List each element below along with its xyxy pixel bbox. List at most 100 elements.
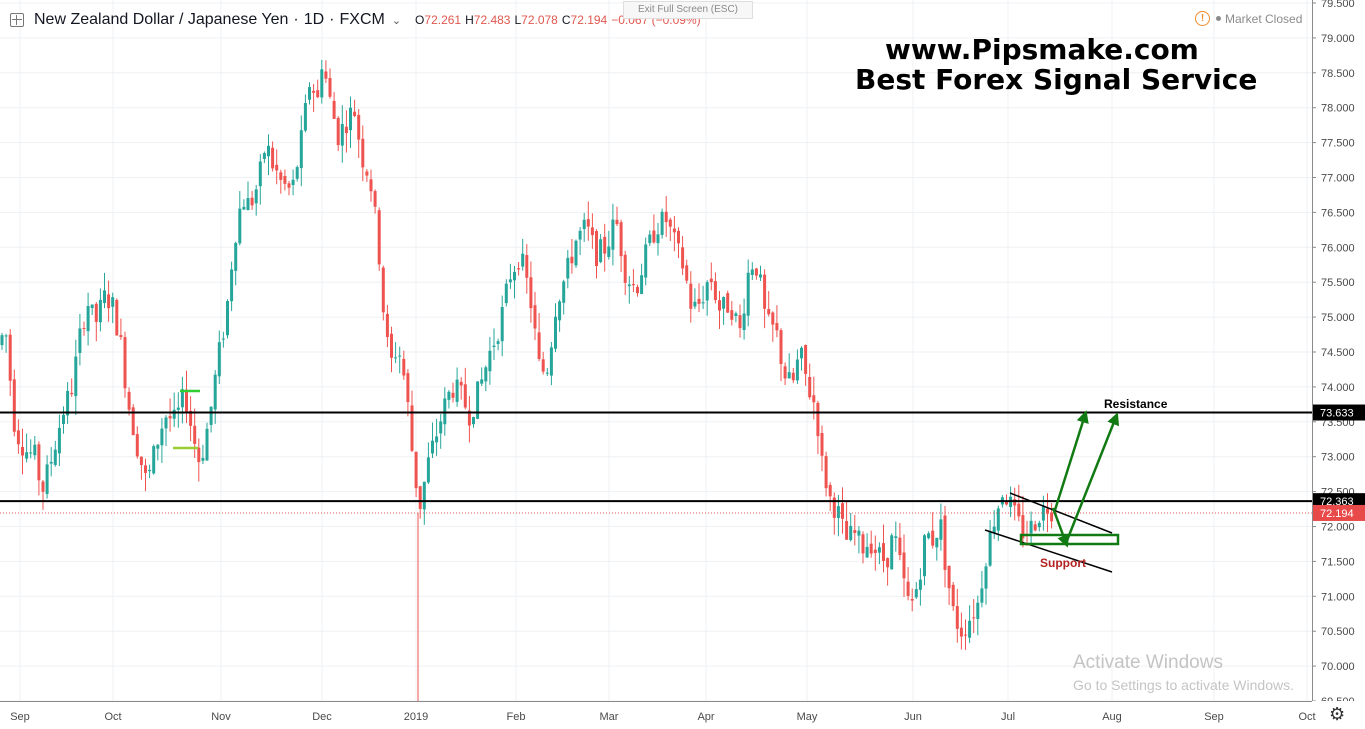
candle-body: [369, 179, 373, 192]
candle-body: [98, 299, 102, 323]
candle-body: [988, 531, 992, 566]
candle: [377, 207, 381, 271]
candle-body: [271, 147, 275, 169]
candle: [139, 456, 143, 480]
gear-icon[interactable]: ⚙: [1329, 704, 1346, 724]
candle-body: [33, 444, 37, 456]
candle: [554, 303, 557, 353]
candle: [607, 230, 611, 260]
candle: [832, 492, 836, 535]
candle-body: [1033, 524, 1037, 531]
candle-body: [607, 246, 611, 257]
candle: [394, 342, 398, 364]
candle: [127, 387, 131, 416]
candle-body: [172, 409, 176, 419]
candle: [472, 416, 475, 428]
candle-body: [197, 447, 201, 463]
candle-body: [545, 372, 549, 374]
candle: [972, 599, 976, 634]
candle: [25, 433, 29, 463]
candle-body: [955, 606, 959, 629]
x-tick-label: Feb: [507, 711, 526, 723]
candle: [12, 369, 16, 437]
candle: [627, 276, 631, 304]
candle: [41, 479, 45, 510]
x-tick-label: May: [797, 711, 818, 723]
candle: [996, 505, 1000, 541]
candle-body: [135, 434, 139, 457]
candle-body: [599, 239, 603, 263]
candle-body: [340, 123, 344, 146]
candle: [115, 298, 119, 336]
candle-body: [1017, 503, 1021, 517]
candle: [574, 239, 578, 268]
plus-square-icon[interactable]: [10, 13, 24, 27]
exit-full-screen-button[interactable]: Exit Full Screen (ESC): [623, 1, 753, 19]
candle: [681, 236, 685, 276]
y-tick-label: 79.000: [1321, 33, 1355, 45]
candle-body: [295, 167, 299, 179]
ohlc-high: H72.483: [465, 13, 511, 27]
candle: [447, 390, 451, 409]
candle: [968, 605, 972, 644]
candle-body: [742, 313, 746, 330]
candle: [1050, 503, 1054, 529]
candle-body: [759, 274, 762, 278]
candle-body: [746, 272, 750, 316]
candle-body: [931, 530, 935, 546]
candle-body: [180, 389, 184, 408]
x-tick-label: Oct: [1298, 711, 1315, 723]
candle: [549, 342, 553, 386]
candlestick-series: [0, 59, 1054, 701]
candle-body: [217, 342, 221, 377]
candle-body: [541, 359, 545, 372]
time-axis: Sep Oct Nov Dec 2019 Feb Mar Apr May Jun Jul Aug Sep…: [0, 701, 1365, 729]
candle-body: [164, 417, 168, 429]
candle-body: [320, 69, 324, 98]
candle: [742, 298, 746, 340]
candle-body: [316, 90, 320, 98]
candle-body: [410, 405, 414, 451]
candle: [508, 263, 512, 289]
candle-body: [439, 421, 443, 434]
candle: [414, 451, 418, 497]
candle-body: [500, 307, 504, 342]
x-tick-label: Dec: [312, 711, 332, 723]
candle: [328, 68, 332, 99]
candle: [283, 169, 287, 191]
candle: [385, 304, 389, 348]
candle: [1005, 494, 1008, 506]
candle: [902, 534, 906, 597]
candle: [111, 292, 115, 324]
candle-body: [365, 171, 369, 176]
candle-body: [226, 301, 229, 336]
channel-lower-line: [984, 529, 1113, 573]
candle-body: [504, 283, 508, 304]
status-dot-icon: [1216, 16, 1221, 21]
candle: [951, 582, 955, 611]
candle-body: [668, 219, 672, 227]
candle: [964, 619, 967, 650]
candle: [521, 238, 525, 271]
symbol-name[interactable]: New Zealand Dollar / Japanese Yen: [34, 11, 289, 28]
candle-body: [201, 457, 205, 461]
candle: [37, 441, 41, 496]
candle-body: [361, 138, 365, 168]
candle: [70, 378, 74, 397]
y-tick-label: 74.000: [1321, 382, 1355, 394]
candle: [254, 184, 258, 216]
candle-body: [242, 206, 246, 210]
candle-body: [566, 257, 570, 279]
candle: [1029, 511, 1033, 544]
candle: [197, 438, 201, 482]
interval-label[interactable]: 1D: [303, 11, 325, 28]
y-tick-label: 77.500: [1321, 138, 1355, 150]
candle: [599, 234, 603, 264]
candle-body: [349, 107, 352, 131]
candle-body: [12, 379, 16, 432]
price-label-text: 73.633: [1320, 408, 1354, 420]
chevron-down-icon[interactable]: ⌄: [391, 14, 402, 27]
candle: [66, 382, 70, 425]
candle-body: [648, 234, 652, 244]
